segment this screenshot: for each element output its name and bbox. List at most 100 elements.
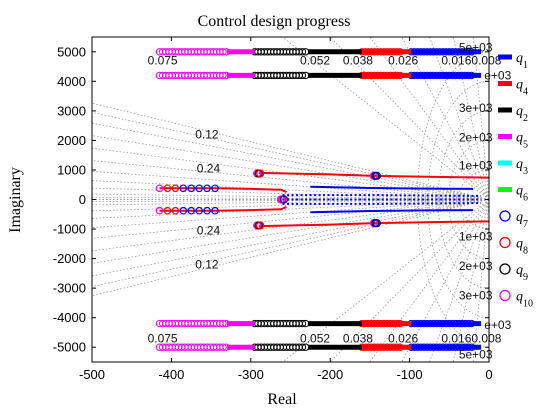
pole-marker	[179, 184, 188, 193]
pole-marker	[279, 195, 289, 204]
legend-label: q3	[516, 157, 528, 177]
damping-label: 0.0160.008	[441, 331, 501, 345]
pole-marker	[195, 184, 203, 193]
legend-label-sub: 5	[523, 139, 528, 150]
y-tick-label: 2000	[57, 133, 86, 148]
frequency-label: 5e+03	[459, 348, 493, 362]
y-tick-label: -3000	[53, 281, 86, 296]
damping-grid-line	[92, 199, 489, 277]
legend-label-name: q	[516, 78, 523, 93]
damping-label: 0.026	[388, 331, 418, 345]
pole-marker	[298, 319, 307, 328]
frequency-label: 2e+03	[459, 259, 493, 273]
damping-grid-line	[92, 199, 489, 297]
damping-grid-line	[401, 199, 489, 362]
legend-label-name: q	[516, 290, 523, 305]
damping-label: 0.038	[343, 331, 373, 345]
damping-grid-line	[92, 122, 489, 200]
damping-label: 0.0160.008	[441, 54, 501, 68]
plot-area: 0.12 0.24 0.24 0.12 0.075 0.052 0.038 0.026 0.01…	[53, 36, 512, 382]
x-tick-label: -200	[317, 367, 343, 382]
legend-label: q6	[516, 184, 528, 204]
pole-marker	[163, 206, 172, 215]
frequency-grid-arc	[447, 140, 489, 259]
pole-marker	[155, 184, 164, 193]
damping-grid-line	[92, 102, 489, 200]
legend-item: q4	[498, 78, 528, 98]
pole-marker	[203, 184, 211, 193]
legend-swatch	[499, 236, 511, 249]
damping-label: 0.052	[300, 54, 330, 68]
legend-item: q6	[498, 184, 528, 204]
y-tick-label: 0	[79, 192, 86, 207]
legend-item: q3	[498, 157, 528, 177]
damping-label: 0.24	[197, 224, 221, 238]
y-tick-label: -5000	[53, 340, 86, 355]
x-tick-label: -100	[397, 367, 423, 382]
pole-marker	[219, 71, 227, 80]
pole-marker	[155, 206, 164, 215]
x-axis-label: Real	[267, 391, 297, 408]
pole-marker	[256, 169, 265, 178]
y-tick-label: 1000	[57, 162, 86, 177]
legend-label: q4	[516, 78, 528, 98]
pole-marker	[256, 221, 265, 230]
x-tick-label: 0	[485, 367, 492, 382]
damping-grid-line	[92, 135, 489, 200]
legend-item: q2	[498, 104, 528, 124]
y-tick-label: -4000	[53, 310, 86, 325]
damping-grid-line	[92, 199, 489, 239]
legend-item: q10	[499, 289, 533, 310]
y-tick-label: 5000	[57, 44, 86, 59]
legend-label-sub: 4	[523, 86, 528, 97]
damping-grid-line	[92, 111, 489, 200]
pole-marker	[171, 184, 180, 193]
pole-marker	[211, 206, 219, 215]
damping-grid-line	[92, 199, 489, 264]
legend-label-sub: 6	[523, 192, 528, 203]
pole-marker	[372, 218, 382, 228]
frequency-label: 3e+03	[459, 101, 493, 115]
legend-label-name: q	[516, 184, 523, 199]
legend-label-name: q	[516, 51, 523, 66]
legend-item: q5	[498, 131, 528, 150]
damping-label: 0.075	[148, 331, 178, 345]
legend-label: q1	[516, 51, 528, 71]
legend-label: q10	[516, 290, 533, 310]
damping-label: 0.24	[197, 161, 221, 175]
damping-grid-line	[429, 199, 489, 362]
x-tick-label: -500	[79, 367, 105, 382]
damping-grid-line	[401, 37, 489, 200]
legend-label: q2	[516, 104, 528, 124]
frequency-label: 1e+03	[459, 159, 493, 173]
legend-swatch	[499, 263, 511, 275]
damping-label: 0.026	[388, 54, 418, 68]
y-tick-label: 3000	[57, 103, 86, 118]
legend-label-name: q	[516, 263, 523, 278]
damping-grid-line	[329, 37, 489, 200]
damping-grid-line	[472, 199, 489, 362]
legend-label-sub: 10	[523, 298, 533, 309]
x-tick-label: -400	[158, 367, 184, 382]
pole-marker	[179, 206, 188, 215]
legend-label-name: q	[516, 104, 523, 119]
pole-trajectory	[282, 194, 482, 197]
damping-grid-line	[472, 37, 489, 200]
legend-item: q7	[499, 210, 528, 230]
legend-swatch	[499, 289, 511, 302]
damping-grid-line	[429, 37, 489, 200]
damping-label: 0.075	[148, 54, 178, 68]
legend-label: q9	[516, 263, 528, 283]
frequency-label: 3e+03	[459, 289, 493, 303]
frequency-label: e+03	[484, 68, 511, 82]
pole-trajectory	[310, 209, 474, 214]
legend-label-name: q	[516, 237, 523, 252]
legend-label-name: q	[516, 157, 523, 172]
legend-label: q8	[516, 237, 528, 257]
legend-label-sub: 1	[523, 60, 528, 71]
damping-label: 0.038	[343, 54, 373, 68]
y-tick-label: -1000	[53, 222, 86, 237]
pole-marker	[203, 206, 211, 215]
legend-label-name: q	[516, 210, 523, 225]
